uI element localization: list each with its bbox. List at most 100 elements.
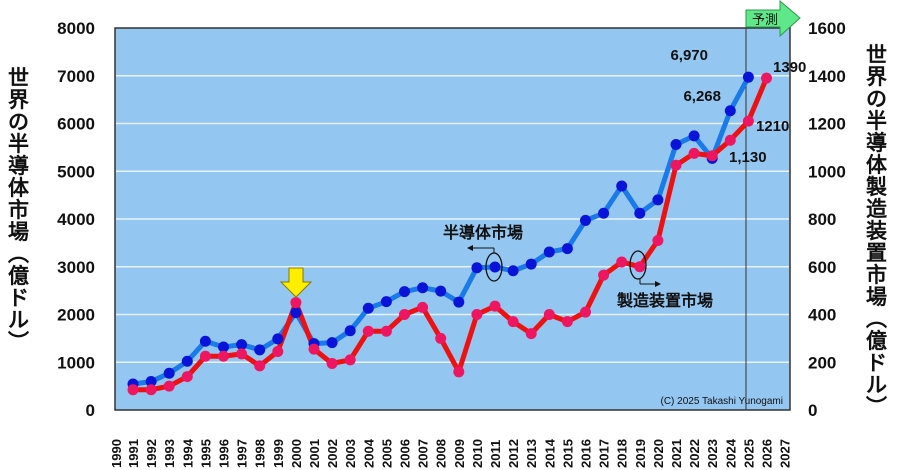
x-tick: 2023 xyxy=(705,439,720,468)
y-right-tick: 1600 xyxy=(808,19,846,38)
x-tick: 2012 xyxy=(506,439,521,468)
y-right-tick: 200 xyxy=(808,353,836,372)
semiconductor-point xyxy=(561,243,573,255)
x-tick: 2021 xyxy=(669,439,684,468)
semiconductor-point xyxy=(218,341,229,353)
y-left-tick: 6000 xyxy=(57,115,95,134)
equipment-point xyxy=(344,354,356,366)
semiconductor-point xyxy=(290,307,302,319)
y-right-label: 世界の半導体製造装置市場︵億ドル︶ xyxy=(865,43,888,419)
equipment-point xyxy=(670,159,682,171)
data-label: 1,130 xyxy=(729,149,767,166)
y-left-tick: 5000 xyxy=(57,162,95,181)
equipment-point xyxy=(236,348,248,360)
equipment-point xyxy=(580,306,591,318)
semiconductor-point xyxy=(489,261,501,273)
y-left-tick: 1000 xyxy=(57,353,95,372)
semiconductor-point xyxy=(471,262,483,274)
equipment-point xyxy=(435,332,447,344)
x-tick: 2027 xyxy=(778,439,793,468)
semiconductor-point xyxy=(163,367,175,379)
x-tick: 1990 xyxy=(109,439,124,468)
equipment-point xyxy=(145,384,157,396)
semiconductor-point xyxy=(380,296,392,308)
semiconductor-point xyxy=(417,282,429,294)
y-left-tick: 2000 xyxy=(57,306,95,325)
equipment-point xyxy=(634,261,646,273)
semiconductor-point xyxy=(236,339,248,351)
equipment-point xyxy=(525,328,537,340)
x-tick: 1997 xyxy=(235,439,250,468)
equipment-point xyxy=(652,234,664,246)
semiconductor-point xyxy=(724,105,736,117)
equip-label: 製造装置市場 xyxy=(616,291,713,310)
equipment-point xyxy=(489,300,501,312)
semiconductor-point xyxy=(507,265,519,277)
y-right-tick: 1200 xyxy=(808,115,846,134)
y-left-tick: 3000 xyxy=(57,258,95,277)
x-tick: 2017 xyxy=(597,439,612,468)
equipment-point xyxy=(598,269,610,281)
highlight-arrow-icon xyxy=(279,267,313,298)
x-tick: 2007 xyxy=(416,439,431,468)
semiconductor-point xyxy=(670,139,682,151)
x-tick: 2026 xyxy=(760,439,775,468)
equipment-point xyxy=(543,309,555,320)
equipment-point xyxy=(218,350,229,362)
equipment-point xyxy=(254,360,266,372)
x-tick: 2013 xyxy=(524,439,539,468)
semiconductor-point xyxy=(580,214,591,226)
semiconductor-point xyxy=(598,207,610,219)
semiconductor-point xyxy=(399,286,410,298)
equipment-point xyxy=(308,343,320,355)
semiconductor-point xyxy=(326,337,338,349)
semiconductor-point xyxy=(145,376,157,388)
equipment-point xyxy=(127,384,139,396)
semiconductor-point xyxy=(435,285,447,297)
y-right-tick: 600 xyxy=(808,258,836,277)
equipment-point xyxy=(362,325,374,337)
x-tick: 1991 xyxy=(126,439,141,468)
x-tick: 2002 xyxy=(325,439,340,468)
x-tick: 1992 xyxy=(144,439,159,468)
equipment-point xyxy=(453,366,465,378)
x-tick: 2014 xyxy=(542,438,557,468)
y-right-tick: 400 xyxy=(808,306,836,325)
x-tick: 1993 xyxy=(162,439,177,468)
data-label: 1390 xyxy=(773,59,806,76)
equipment-point xyxy=(163,380,175,392)
series-label-equip: 製造装置市場 xyxy=(616,250,713,310)
equipment-point xyxy=(326,357,338,369)
data-label: 1210 xyxy=(756,118,789,135)
equipment-point xyxy=(290,297,302,309)
equipment-point xyxy=(417,301,429,313)
x-tick: 2011 xyxy=(488,440,503,468)
forecast-label: 予測 xyxy=(752,13,778,28)
x-tick: 1998 xyxy=(253,439,268,468)
y-right-tick: 0 xyxy=(808,401,817,420)
x-tick: 2025 xyxy=(741,439,756,468)
y-left-tick: 8000 xyxy=(57,19,95,38)
semiconductor-point xyxy=(688,130,700,142)
x-tick: 1994 xyxy=(180,438,195,468)
x-tick: 2022 xyxy=(687,439,702,468)
x-tick: 2019 xyxy=(633,439,648,468)
x-tick: 2010 xyxy=(470,439,485,468)
data-label: 6,970 xyxy=(670,47,708,64)
x-tick: 2001 xyxy=(307,439,322,468)
x-tick: 2024 xyxy=(723,438,738,468)
x-tick: 2003 xyxy=(343,439,358,468)
semiconductor-point xyxy=(634,207,646,219)
y-right-tick: 1400 xyxy=(808,67,846,86)
x-tick: 1999 xyxy=(271,439,286,468)
equipment-point xyxy=(380,325,392,337)
y-left-tick: 4000 xyxy=(57,210,95,229)
semiconductor-point xyxy=(525,258,537,270)
equipment-point xyxy=(507,316,519,328)
semiconductor-point xyxy=(362,302,374,314)
equipment-point xyxy=(561,316,573,328)
x-tick: 2006 xyxy=(398,439,413,468)
x-tick: 2018 xyxy=(615,439,630,468)
x-tick: 2009 xyxy=(452,439,467,468)
